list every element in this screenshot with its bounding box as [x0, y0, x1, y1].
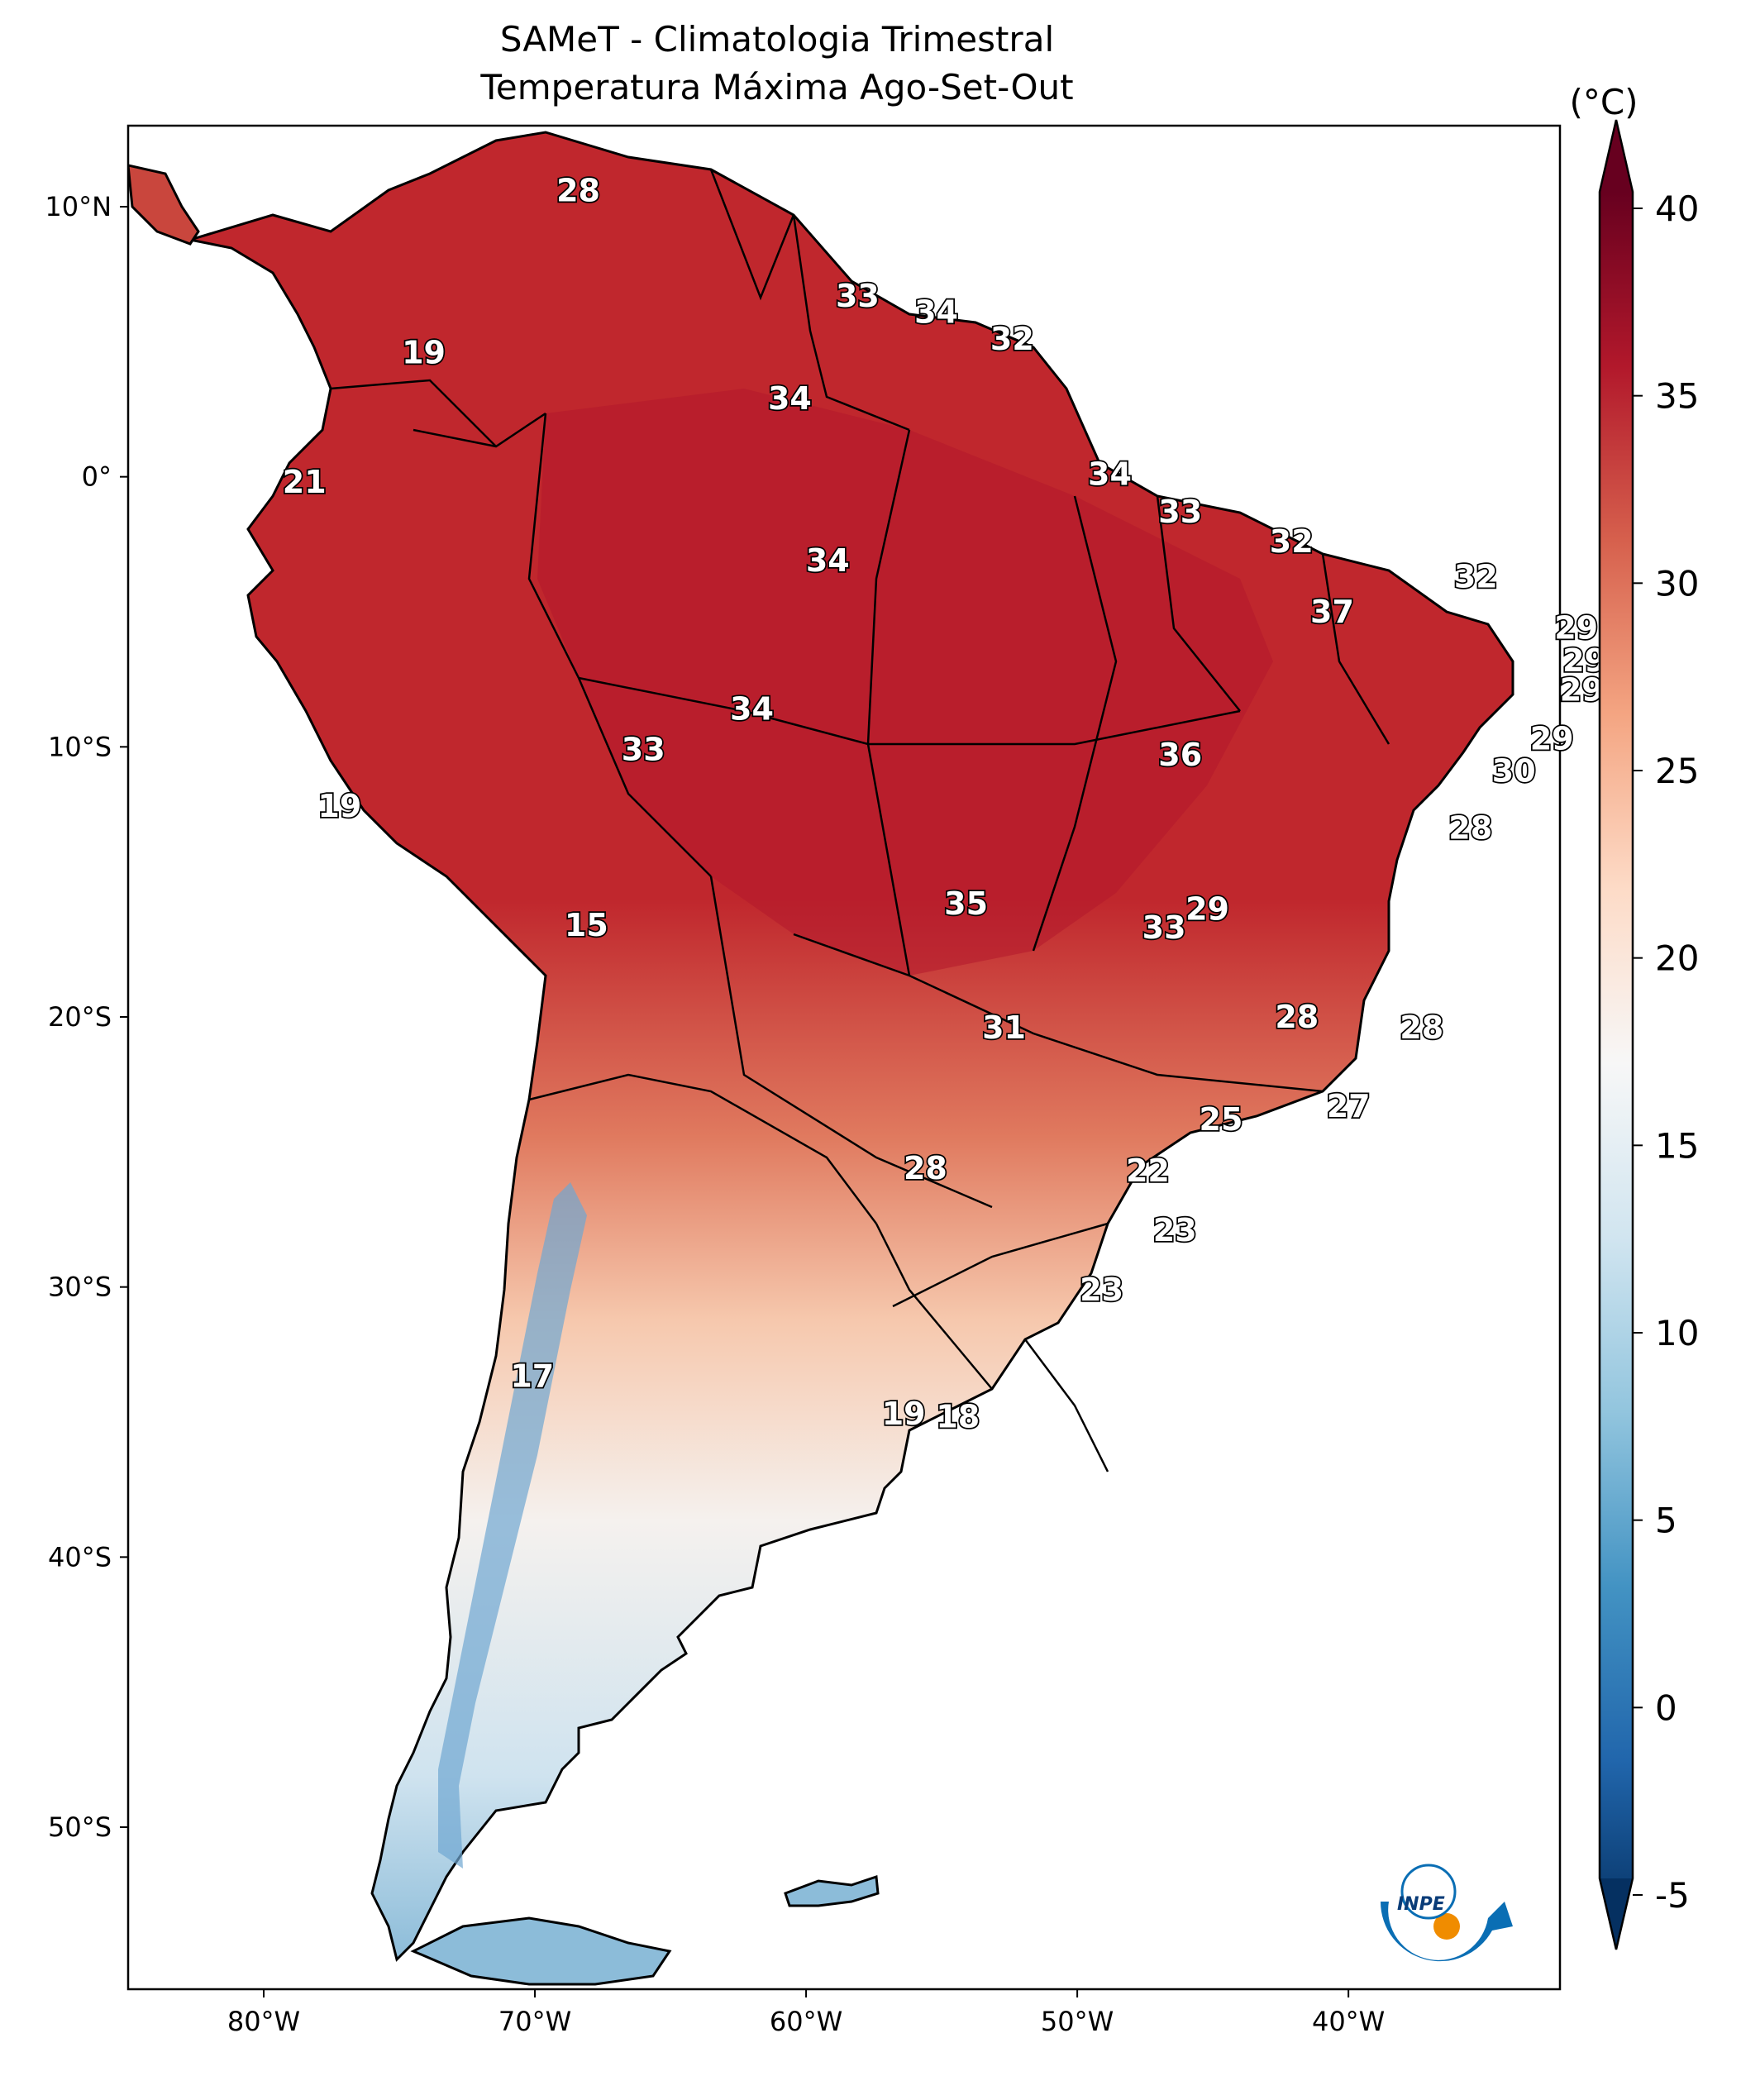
- temperature-label: 34: [730, 691, 774, 728]
- temperature-labels: 28 19 33 34 32 34 21 34 33 32 34 32 37 29 29 29 34 33 36 29…: [281, 171, 1608, 1437]
- hot-interior-zone: [537, 389, 1273, 976]
- temperature-label: 19: [402, 334, 446, 370]
- temperature-label: 33: [836, 278, 880, 314]
- temperature-label: 22: [1126, 1153, 1170, 1189]
- temperature-label: 32: [990, 321, 1034, 357]
- temperature-label: 29: [1530, 721, 1574, 757]
- lat-tick-label: 30°S: [48, 1272, 112, 1303]
- colorbar-tick-label: 15: [1655, 1125, 1699, 1166]
- temperature-label: 23: [1153, 1212, 1197, 1248]
- temperature-label: 29: [1560, 672, 1604, 709]
- inpe-logo: INPE: [1380, 1864, 1513, 1962]
- colorbar-tick-label: -5: [1655, 1875, 1690, 1916]
- temperature-label: 25: [1200, 1101, 1243, 1138]
- temperature-label: 19: [317, 788, 361, 824]
- andes-cool-band: [438, 1182, 587, 1869]
- temperature-label: 32: [1454, 559, 1498, 595]
- lat-tick-label: 50°S: [48, 1811, 112, 1843]
- temperature-label: 31: [982, 1009, 1026, 1046]
- colorbar-tick-label: 35: [1655, 376, 1699, 417]
- tierra-del-fuego: [410, 1916, 672, 1986]
- lon-tick-label: 50°W: [1041, 2006, 1114, 2037]
- colorbar-max-extend: [1600, 120, 1633, 192]
- colorbar-fill: [1600, 192, 1633, 1935]
- temperature-label: 23: [1080, 1272, 1123, 1308]
- lon-tick-label: 70°W: [498, 2006, 571, 2037]
- temperature-label: 29: [1185, 890, 1229, 927]
- logo-swoosh: [1380, 1902, 1513, 1962]
- logo-sun: [1433, 1913, 1460, 1940]
- temperature-label: 32: [1270, 523, 1314, 560]
- colorbar-tick-label: 5: [1655, 1501, 1677, 1541]
- axis-ticks: 10°N 0° 10°S 20°S 30°S 40°S 50°S 80°W 70°W 60°W 50…: [45, 191, 1385, 2037]
- lat-tick-label: 10°S: [48, 731, 112, 762]
- central-america: [128, 164, 200, 246]
- lat-tick-label: 10°N: [45, 191, 112, 222]
- temperature-label: 18: [936, 1398, 980, 1434]
- temperature-label: 28: [904, 1150, 947, 1186]
- colorbar-tick-label: 20: [1655, 938, 1699, 979]
- temperature-label: 28: [556, 172, 600, 208]
- temperature-label: 36: [1158, 737, 1202, 773]
- lat-tick-label: 40°S: [48, 1541, 112, 1573]
- temperature-label: 28: [1275, 999, 1319, 1035]
- colorbar: (°C) 40 35 30 25 20 15 10 5 0 -5: [1569, 82, 1699, 1950]
- lon-tick-label: 60°W: [770, 2006, 842, 2037]
- temperature-label: 28: [1448, 809, 1492, 846]
- lat-tick-label: 20°S: [48, 1001, 112, 1033]
- colorbar-unit: (°C): [1569, 82, 1638, 122]
- colorbar-tick-label: 0: [1655, 1687, 1677, 1728]
- temperature-label: 19: [882, 1396, 926, 1432]
- colorbar-tick-label: 40: [1655, 189, 1699, 229]
- temperature-label: 33: [622, 732, 665, 768]
- falkland-islands: [784, 1874, 880, 1907]
- temperature-label: 28: [1400, 1009, 1443, 1046]
- state-borders: [330, 169, 1390, 1472]
- map-subtitle: Temperatura Máxima Ago-Set-Out: [480, 67, 1074, 107]
- temperature-label: 15: [565, 907, 608, 943]
- colorbar-tick-label: 30: [1655, 563, 1699, 604]
- temperature-label: 34: [806, 542, 850, 579]
- logo-orbit: [1400, 1864, 1457, 1920]
- colorbar-tick-label: 10: [1655, 1313, 1699, 1353]
- lon-tick-label: 40°W: [1312, 2006, 1385, 2037]
- temperature-label: 34: [914, 294, 958, 330]
- logo-text: INPE: [1397, 1894, 1445, 1915]
- temperature-label: 34: [768, 380, 812, 417]
- map-title: SAMeT - Climatologia Trimestral: [499, 19, 1055, 60]
- temperature-label: 34: [1088, 456, 1132, 492]
- colorbar-min-extend: [1600, 1878, 1633, 1950]
- temperature-label: 17: [510, 1358, 554, 1394]
- temperature-label: 33: [1142, 909, 1186, 946]
- colorbar-outline: [1598, 119, 1634, 1950]
- axes-frame: [126, 124, 1562, 1991]
- temperature-label: 37: [1310, 594, 1354, 630]
- colorbar-tick-label: 25: [1655, 751, 1699, 791]
- temperature-label: 33: [1158, 494, 1202, 530]
- temperature-label: 35: [944, 885, 988, 922]
- lat-tick-label: 0°: [82, 461, 112, 493]
- temperature-label: 30: [1492, 753, 1536, 790]
- temperature-label: 27: [1327, 1088, 1371, 1124]
- colorbar-ticks: 40 35 30 25 20 15 10 5 0 -5: [1633, 189, 1699, 1916]
- lon-tick-label: 80°W: [227, 2006, 300, 2037]
- temperature-label: 29: [1554, 610, 1598, 647]
- temperature-label: 21: [283, 464, 327, 500]
